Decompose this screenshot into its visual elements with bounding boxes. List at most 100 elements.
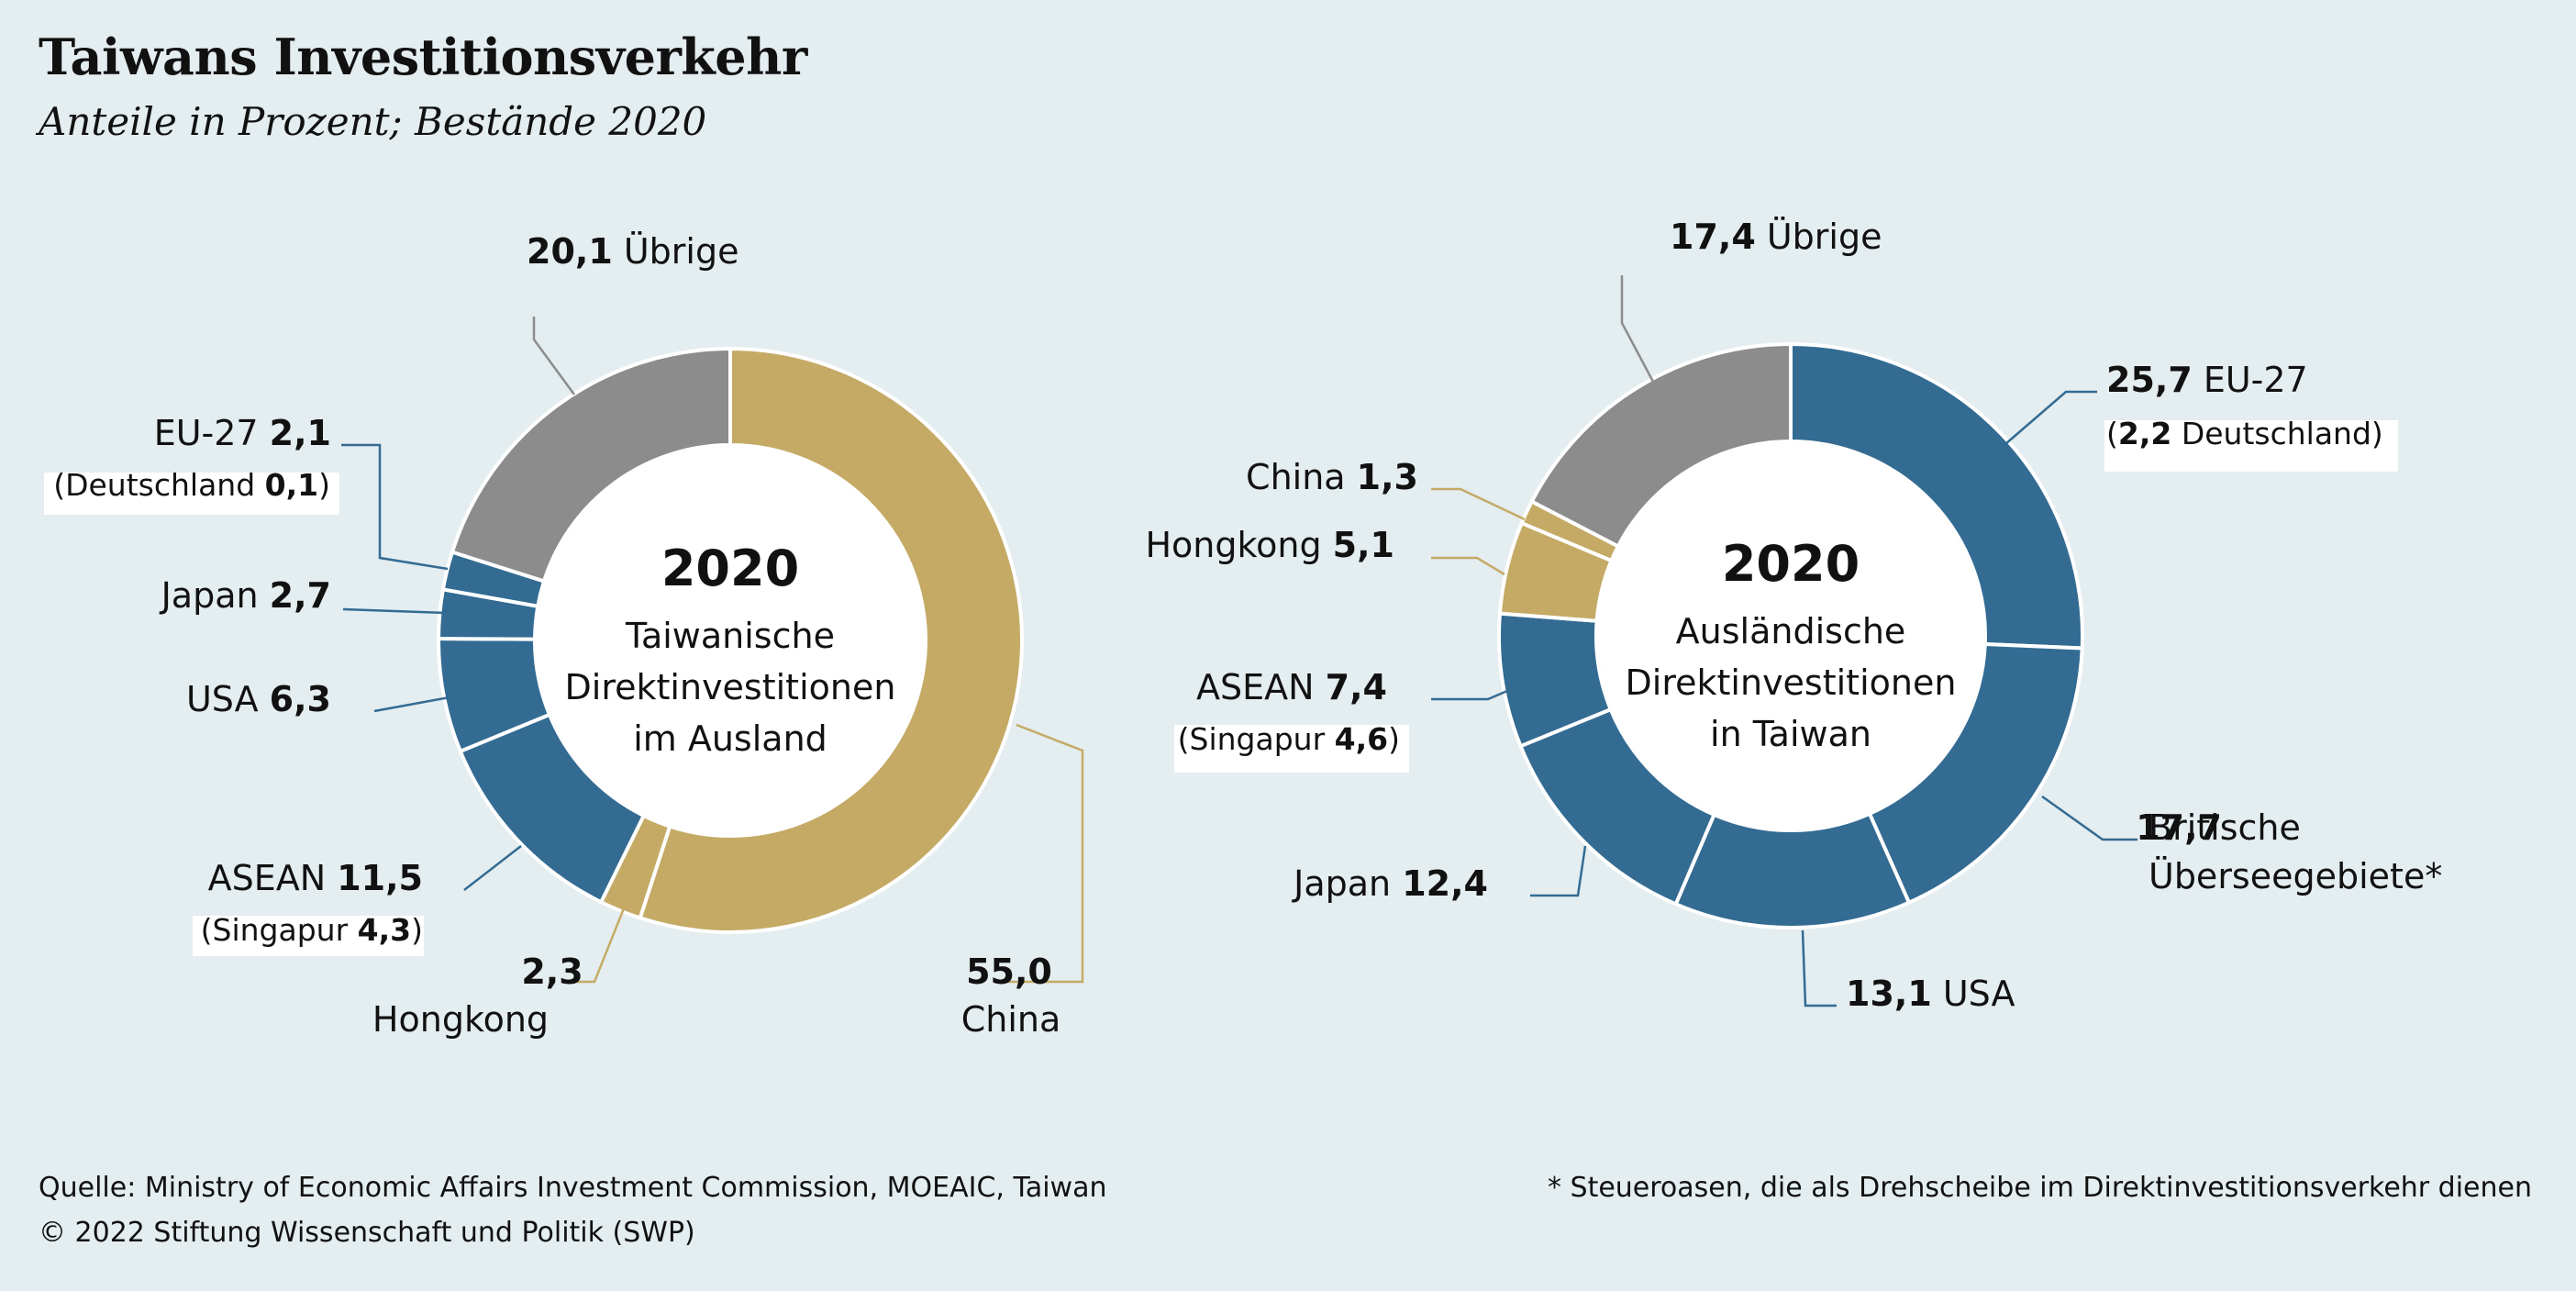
slice-label: Überseegebiete* — [2149, 856, 2442, 896]
slice-label-row: China 1,3 — [1246, 457, 1418, 497]
leader-line — [532, 317, 576, 395]
sub-text: Deutschland) — [2171, 416, 2382, 451]
chart-title: Taiwans Investitionsverkehr — [39, 28, 807, 86]
slice-label-row: ASEAN 11,5 — [208, 858, 423, 898]
slice-value: 20,1 — [527, 231, 613, 272]
slice-label: EU-27 — [2193, 360, 2308, 400]
slice-label-row: USA 6,3 — [186, 679, 331, 719]
slice-value: 1,3 — [1357, 457, 1418, 497]
slice-value: 2,7 — [270, 575, 331, 616]
sub-value: 4,3 — [358, 912, 411, 948]
slice-label: USA — [1932, 974, 2015, 1014]
slice-uebrige — [450, 346, 732, 584]
slice-label: EU-27 — [154, 413, 270, 453]
slice-label: Hongkong — [1145, 525, 1332, 565]
leader-line — [1620, 275, 1655, 383]
sub-text: (Singapur — [201, 912, 358, 948]
center-year: 2020 — [661, 540, 799, 597]
slice-value: 17,7 — [2136, 807, 2222, 848]
leader-line — [373, 696, 450, 713]
leader-line — [567, 907, 626, 984]
slice-label: ASEAN — [208, 858, 338, 898]
sub-label-box — [44, 473, 339, 515]
center-year: 2020 — [1722, 535, 1860, 593]
slice-value: 55,0 — [966, 952, 1052, 992]
leader-line — [2004, 390, 2097, 445]
sub-label-box — [1174, 725, 1409, 773]
slice-label: China — [961, 999, 1061, 1040]
slice-label-row: 13,1 USA — [1846, 974, 2015, 1014]
sub-label: (Singapur 4,3) — [201, 912, 423, 948]
leader-line — [1431, 686, 1515, 701]
slice-value: 5,1 — [1333, 525, 1394, 565]
sub-text: ) — [1388, 721, 1400, 757]
slice-label: ASEAN — [1196, 667, 1326, 707]
slice-label-row: 20,1 Übrige — [527, 231, 738, 272]
donut-chart-2: 2020 Ausländische Direktinvestitionen in Ta… — [1145, 217, 2442, 1014]
leader-line — [342, 607, 447, 615]
slice-label: USA — [186, 679, 270, 719]
leader-line — [1801, 929, 1837, 1007]
slice-label-row: 25,7 EU-27 — [2106, 360, 2308, 400]
sub-label-box — [193, 916, 424, 956]
leader-line — [1530, 845, 1587, 897]
slice-label: Japan — [1292, 863, 1402, 904]
leader-line — [341, 443, 449, 571]
slice-usa — [1673, 811, 1912, 929]
sub-text: (Singapur — [1178, 721, 1335, 757]
leader-line — [2041, 795, 2137, 841]
chart-subtitle: Anteile in Prozent; Bestände 2020 — [39, 99, 707, 144]
source-note: Quelle: Ministry of Economic Affairs Inv… — [39, 1172, 1107, 1204]
slice-value: 17,4 — [1670, 217, 1756, 257]
sub-value: 0,1 — [265, 467, 318, 503]
center-label-line: Direktinvestitionen — [565, 667, 896, 707]
sub-label: (Singapur 4,6) — [1178, 721, 1400, 757]
slice-label-row: Japan 2,7 — [160, 575, 331, 616]
leader-line — [463, 845, 522, 891]
center-label-line: Taiwanische — [625, 616, 835, 656]
slice-value: 25,7 — [2106, 360, 2193, 400]
slice-value: 11,5 — [337, 858, 423, 898]
sub-text: (Deutschland — [53, 467, 264, 503]
sub-value: 4,6 — [1335, 721, 1388, 757]
slice-label: Übrige — [1756, 217, 1882, 257]
slice-label-row: EU-27 2,1 — [154, 413, 331, 453]
slice-value: 2,3 — [521, 952, 583, 992]
slice-value: 6,3 — [270, 679, 331, 719]
slice-value: 13,1 — [1846, 974, 1932, 1014]
slice-label-row: 17,4 Übrige — [1670, 217, 1882, 257]
sub-label-box — [2104, 420, 2398, 472]
donut-center — [1598, 443, 1983, 829]
sub-text: ) — [318, 467, 330, 503]
footnote: * Steueroasen, die als Drehscheibe im Di… — [1547, 1172, 2532, 1204]
leader-line — [998, 723, 1084, 984]
center-label-line: im Ausland — [633, 718, 827, 759]
slice-label: Hongkong — [372, 999, 549, 1040]
sub-text: ) — [411, 912, 423, 948]
sub-label: (Deutschland 0,1) — [53, 467, 330, 503]
slice-value: 12,4 — [1402, 863, 1488, 904]
slice-uebrige — [1529, 341, 1793, 550]
sub-text: ( — [2106, 416, 2118, 451]
slice-value: 7,4 — [1326, 667, 1387, 707]
donut-chart-1: 2020 Taiwanische Direktinvestitionen im Aus… — [44, 231, 1084, 1040]
slice-eu-27 — [1789, 341, 2084, 651]
copyright-note: © 2022 Stiftung Wissenschaft und Politik… — [39, 1217, 695, 1249]
slice-label: Japan — [160, 575, 270, 616]
leader-line — [1431, 556, 1505, 576]
center-label-line: Direktinvestitionen — [1626, 662, 1957, 703]
slice-china — [638, 346, 1024, 934]
slice-label: China — [1246, 457, 1357, 497]
slice-label: Übrige — [613, 231, 739, 272]
sub-label: (2,2 Deutschland) — [2106, 416, 2383, 451]
slice-value: 2,1 — [270, 413, 331, 453]
center-label-line: in Taiwan — [1710, 714, 1871, 754]
sub-value: 2,2 — [2118, 416, 2171, 451]
donut-center — [537, 447, 924, 834]
center-label-line: Ausländische — [1676, 611, 1906, 651]
slice-label-row: ASEAN 7,4 — [1196, 667, 1387, 707]
slice-label-row: Hongkong 5,1 — [1145, 525, 1394, 565]
slice-label: Britische — [2149, 807, 2301, 848]
slice-label-row: Japan 12,4 — [1292, 863, 1488, 904]
